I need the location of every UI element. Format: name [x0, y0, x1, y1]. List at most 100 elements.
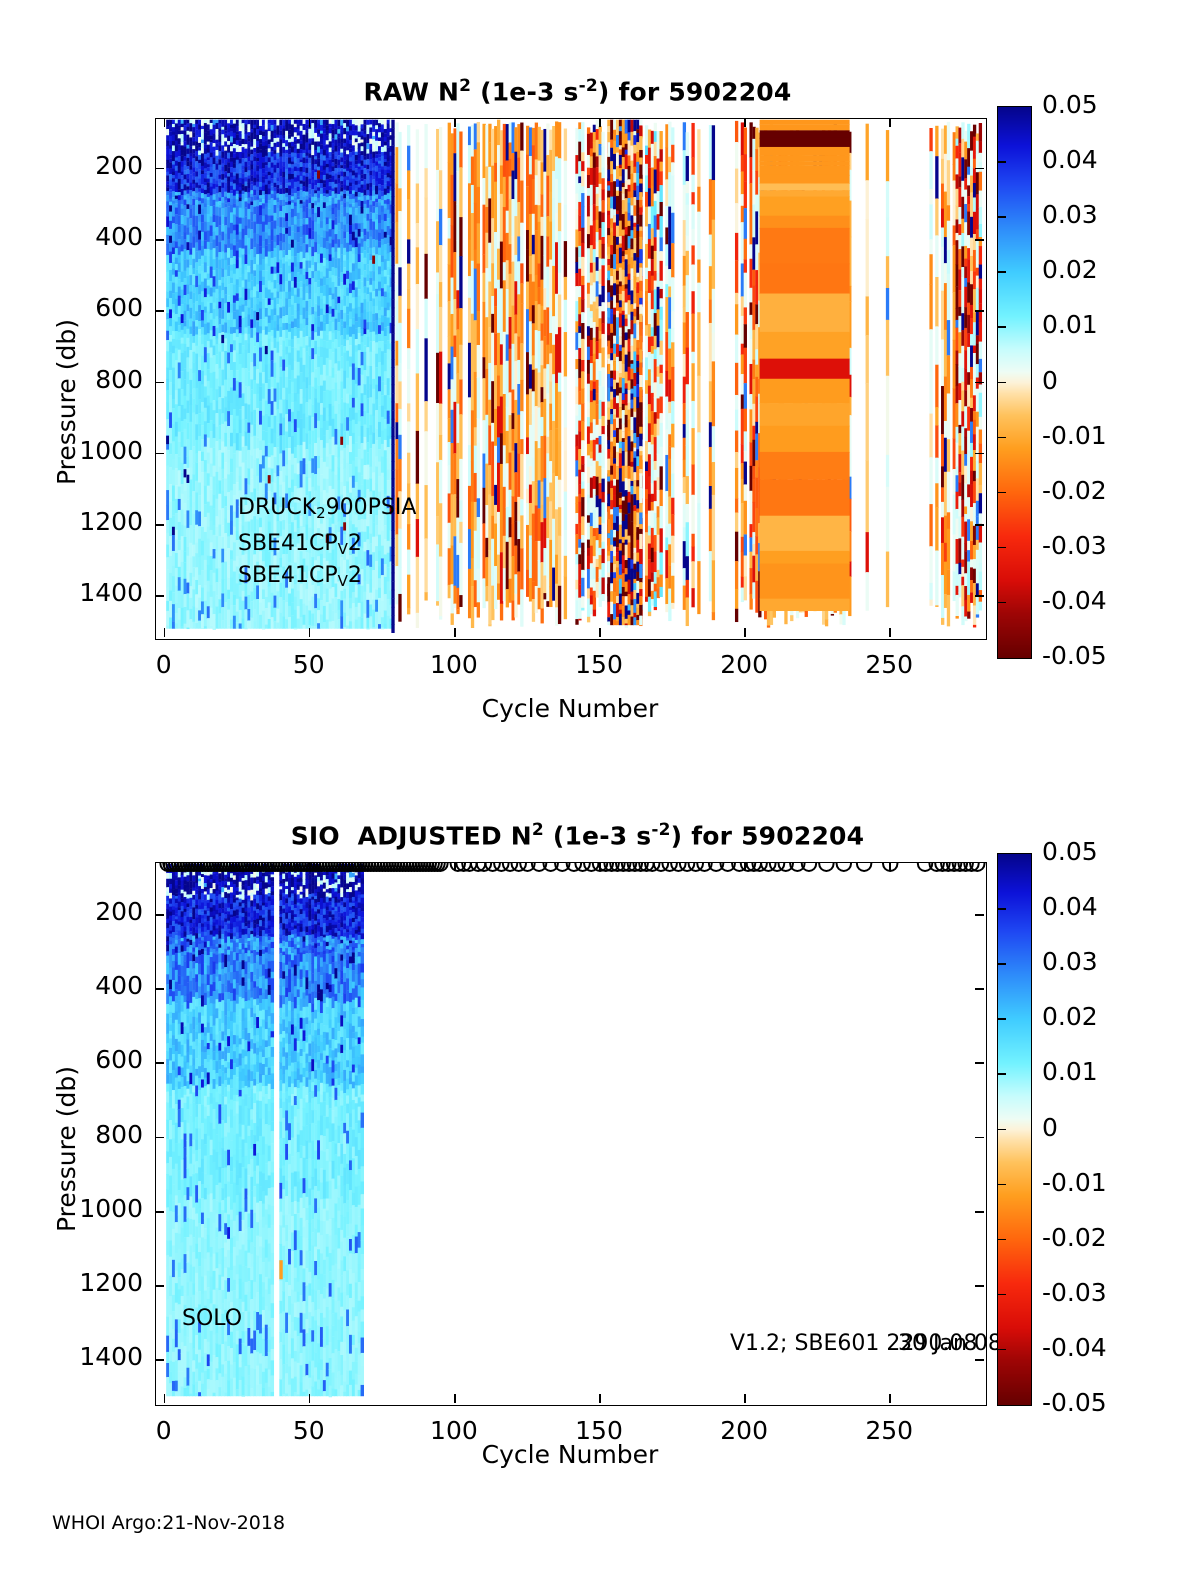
x-axis-tick-label: 0 [155, 650, 172, 679]
colorbar-tick-label: -0.05 [1042, 641, 1107, 670]
x-axis-tick-label: 50 [292, 1416, 325, 1445]
colorbar-tick-mark [998, 1238, 1006, 1241]
colorbar-tick-mark [998, 216, 1006, 218]
y-axis-tick-label: 1000 [79, 435, 143, 465]
y-axis-tick-mark [975, 239, 984, 241]
colorbar-tick-label: 0.04 [1042, 892, 1098, 922]
panel-raw-heatmap [156, 119, 986, 639]
y-axis-tick-mark [155, 595, 164, 597]
colorbar-tick-mark [998, 1183, 1006, 1186]
x-axis-tick-label: 100 [430, 1416, 478, 1445]
y-axis-tick-label: 600 [95, 293, 143, 323]
x-axis-tick-label: 200 [720, 1416, 768, 1445]
panel-raw-title: RAW N2 (1e-3 s-2) for 5902204 [363, 76, 792, 107]
colorbar-tick-label: -0.03 [1042, 1277, 1107, 1307]
colorbar-tick-mark [998, 1293, 1006, 1296]
x-axis-tick-mark [453, 118, 456, 127]
y-axis-tick-label: 1400 [79, 1342, 143, 1372]
x-axis-tick-mark [163, 118, 166, 127]
y-axis-tick-mark [155, 452, 164, 455]
y-axis-tick-mark [975, 1062, 984, 1065]
y-axis-tick-label: 1200 [79, 507, 143, 537]
y-axis-tick-mark [155, 524, 164, 526]
y-axis-tick-mark [155, 381, 164, 384]
panel-adjusted-title: SIO ADJUSTED N2 (1e-3 s-2) for 5902204 [290, 820, 865, 851]
annotation-sensor-pressure: DRUCK2900PSIA [238, 495, 417, 522]
colorbar-tick-label: 0.05 [1042, 837, 1098, 866]
y-axis-tick-mark [975, 1359, 984, 1362]
annotation-platform-type: SOLO [182, 1306, 243, 1331]
panel-raw-axes [155, 118, 987, 640]
colorbar-tick-mark [998, 601, 1006, 604]
x-axis-tick-mark [453, 1394, 456, 1403]
colorbar-tick-mark [998, 1128, 1006, 1131]
colorbar-tick-label: -0.03 [1042, 530, 1107, 560]
y-axis-tick-mark [155, 310, 164, 312]
annotation-sensor-ctd-2: SBE41CPV2 [238, 563, 362, 590]
x-axis-tick-label: 150 [575, 1416, 623, 1445]
panel-adjusted-axes [155, 862, 987, 1406]
x-axis-tick-mark [163, 862, 166, 871]
x-axis-tick-mark [163, 628, 166, 637]
colorbar-tick-mark [998, 491, 1006, 494]
y-axis-tick-label: 600 [95, 1045, 143, 1075]
x-axis-tick-label: 0 [155, 1416, 172, 1445]
colorbar-tick-label: 0.01 [1042, 1057, 1098, 1087]
x-axis-tick-label: 250 [865, 1416, 914, 1445]
y-axis-tick-mark [155, 239, 164, 241]
colorbar-tick-label: 0 [1042, 1112, 1058, 1142]
y-axis-tick-mark [155, 1285, 164, 1287]
colorbar-tick-mark [998, 326, 1006, 328]
y-axis-tick-mark [975, 524, 984, 526]
y-axis-tick-mark [155, 1359, 164, 1362]
x-axis-tick-mark [308, 628, 311, 637]
colorbar-tick-mark [998, 1018, 1006, 1020]
annotation-calibration-info: V1.2; SBE601 2290.08 [730, 1331, 978, 1356]
y-axis-tick-label: 400 [95, 222, 143, 252]
x-axis-tick-mark [599, 862, 601, 871]
colorbar-tick-mark [998, 546, 1006, 549]
y-axis-tick-mark [155, 167, 164, 170]
x-axis-tick-label: 250 [865, 650, 914, 679]
y-axis-tick-label: 200 [95, 150, 143, 180]
colorbar-tick-mark [998, 1073, 1006, 1075]
colorbar-tick-label: -0.02 [1042, 1222, 1107, 1252]
y-axis-tick-mark [155, 1210, 164, 1213]
panel-raw-xlabel: Cycle Number [481, 694, 659, 723]
y-axis-tick-mark [155, 1136, 164, 1139]
colorbar-tick-label: 0.05 [1042, 90, 1098, 119]
x-axis-tick-mark [163, 1394, 166, 1403]
x-axis-tick-mark [308, 118, 311, 127]
x-axis-tick-mark [889, 628, 891, 637]
x-axis-tick-label: 200 [720, 650, 768, 679]
y-axis-tick-label: 1000 [79, 1193, 143, 1223]
colorbar-tick-label: -0.05 [1042, 1388, 1107, 1417]
y-axis-tick-mark [155, 913, 164, 916]
colorbar-tick-label: 0 [1042, 365, 1058, 395]
colorbar-tick-label: -0.04 [1042, 585, 1107, 615]
panel-adjusted-heatmap [156, 863, 986, 1405]
x-axis-tick-label: 100 [430, 650, 478, 679]
y-axis-tick-mark [975, 381, 984, 384]
y-axis-tick-label: 1400 [79, 578, 143, 608]
x-axis-tick-mark [889, 118, 891, 127]
x-axis-tick-mark [599, 1394, 601, 1403]
panel-raw-colorbar [997, 106, 1032, 659]
x-axis-tick-mark [889, 862, 891, 871]
colorbar-tick-label: -0.04 [1042, 1332, 1107, 1362]
y-axis-tick-label: 800 [95, 1119, 143, 1149]
y-axis-tick-mark [975, 310, 984, 312]
x-axis-tick-mark [599, 118, 601, 127]
x-axis-tick-mark [453, 628, 456, 637]
y-axis-tick-mark [975, 1285, 984, 1287]
colorbar-tick-mark [998, 436, 1006, 439]
y-axis-tick-mark [975, 595, 984, 597]
x-axis-tick-mark [744, 862, 746, 871]
annotation-calibration-date: 30 Jan 08 [898, 1331, 1002, 1356]
x-axis-tick-label: 150 [575, 650, 623, 679]
y-axis-tick-label: 400 [95, 971, 143, 1001]
y-axis-tick-mark [155, 988, 164, 990]
x-axis-tick-mark [744, 118, 746, 127]
y-axis-tick-mark [975, 913, 984, 916]
panel-adjusted-xlabel: Cycle Number [481, 1440, 659, 1469]
